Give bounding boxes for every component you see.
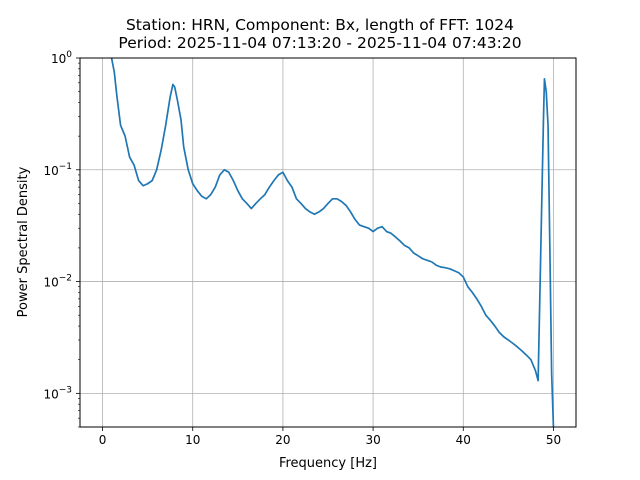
- x-axis-ticks: 0 10 20 30 40 50: [99, 427, 561, 447]
- y-tick-label: 100: [51, 50, 72, 66]
- psd-line: [110, 58, 555, 427]
- plot-frame: [79, 57, 577, 428]
- x-tick-label: 40: [456, 433, 471, 447]
- y-tick-label: 10−2: [43, 274, 72, 290]
- x-tick-label: 20: [275, 433, 290, 447]
- x-tick-label: 0: [99, 433, 107, 447]
- x-tick-label: 10: [185, 433, 200, 447]
- y-tick-label: 10−3: [43, 385, 72, 401]
- y-tick-label: 10−1: [43, 162, 72, 178]
- x-tick-label: 30: [365, 433, 380, 447]
- x-axis-label: Frequency [Hz]: [279, 456, 377, 471]
- chart-subtitle: Period: 2025-11-04 07:13:20 - 2025-11-04…: [118, 34, 522, 52]
- chart-title: Station: HRN, Component: Bx, length of F…: [125, 16, 515, 34]
- grid: [80, 57, 576, 427]
- x-tick-label: 50: [546, 433, 561, 447]
- y-axis-ticks: 10−3 10−2 10−1 100: [43, 50, 80, 428]
- data-series: [110, 58, 555, 427]
- y-axis-label: Power Spectral Density: [16, 166, 31, 317]
